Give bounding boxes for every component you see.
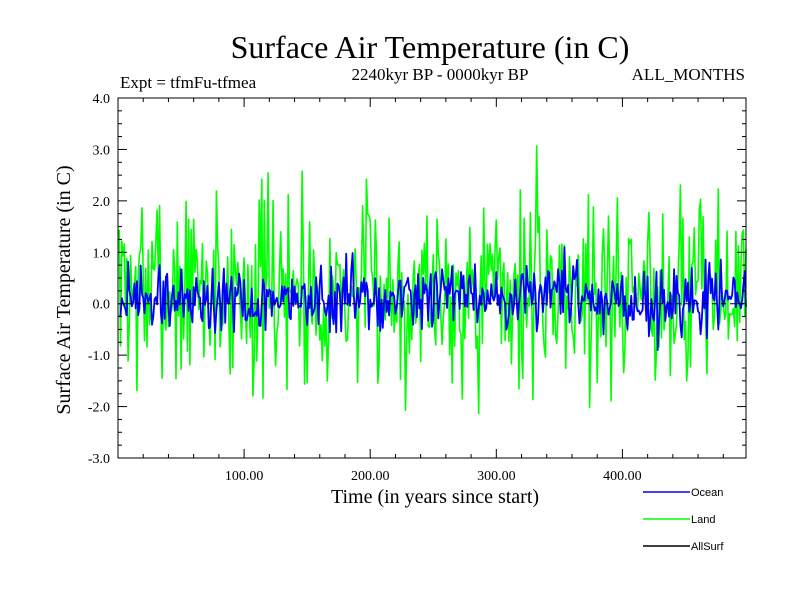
- legend: Ocean Land AllSurf: [643, 487, 724, 553]
- y-tick-label: -2.0: [88, 401, 110, 416]
- x-axis-label: Time (in years since start): [331, 486, 539, 508]
- y-axis-label: Surface Air Temperature (in C): [53, 165, 75, 414]
- months-label: ALL_MONTHS: [632, 65, 745, 84]
- legend-label-land: Land: [691, 514, 715, 526]
- x-tick-label: 200.00: [351, 469, 390, 484]
- y-tick-label: 0.0: [93, 298, 111, 313]
- y-tick-label: 1.0: [93, 246, 111, 261]
- period-label: 2240kyr BP - 0000kyr BP: [352, 65, 529, 84]
- plot-series: [118, 145, 747, 415]
- y-tick-label: -3.0: [88, 452, 110, 467]
- series-line-ocean: [119, 246, 747, 352]
- x-tick-label: 400.00: [603, 469, 642, 484]
- chart-title: Surface Air Temperature (in C): [231, 29, 630, 65]
- y-tick-label: 3.0: [93, 143, 111, 158]
- experiment-label: Expt = tfmFu-tfmea: [120, 73, 257, 92]
- legend-label-allsurf: AllSurf: [691, 541, 724, 553]
- y-tick-label: 4.0: [93, 92, 111, 107]
- y-tick-label: 2.0: [93, 195, 111, 210]
- y-tick-label: -1.0: [88, 349, 110, 364]
- axis-ticks: -3.0 -2.0 -1.0 0.0 1.0 2.0 3.0 4.0 100.00 200.00 3…: [88, 92, 746, 484]
- legend-label-ocean: Ocean: [691, 487, 723, 499]
- x-tick-label: 300.00: [477, 469, 516, 484]
- x-tick-label: 100.00: [225, 469, 264, 484]
